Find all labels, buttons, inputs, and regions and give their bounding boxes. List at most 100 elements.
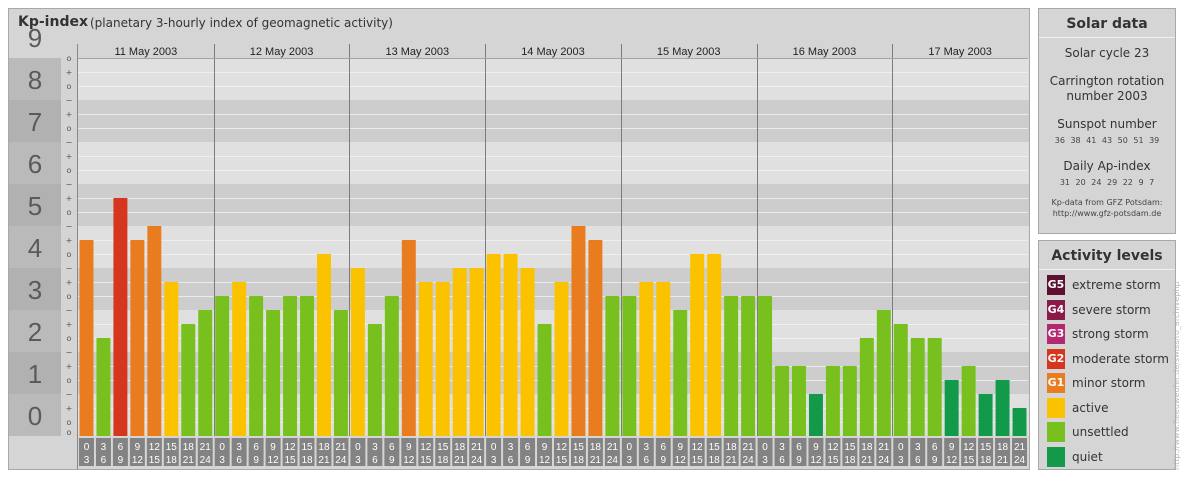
interval-start-label: 9 bbox=[270, 442, 276, 453]
interval-start-label: 12 bbox=[963, 442, 975, 453]
interval-start-label: 6 bbox=[118, 442, 124, 453]
interval-box bbox=[299, 438, 315, 466]
kp-bar bbox=[995, 380, 1010, 436]
interval-end-label: 15 bbox=[284, 455, 296, 466]
interval-box bbox=[842, 438, 858, 466]
day-label: 14 May 2003 bbox=[521, 46, 585, 58]
interval-end-label: 21 bbox=[861, 455, 873, 466]
interval-box bbox=[146, 438, 162, 466]
minor-tick-label: o bbox=[67, 376, 72, 385]
kp-bar bbox=[401, 239, 416, 436]
minor-tick-label: o bbox=[67, 82, 72, 91]
interval-end-label: 12 bbox=[946, 455, 958, 466]
interval-start-label: 15 bbox=[166, 442, 178, 453]
activity-level-swatch bbox=[1047, 397, 1065, 418]
interval-start-label: 18 bbox=[590, 442, 602, 453]
kp-bar bbox=[215, 296, 230, 436]
interval-box bbox=[672, 438, 688, 466]
kp-bar bbox=[639, 281, 654, 436]
ap-index-numbers: 31 20 24 29 22 9 7 bbox=[1059, 178, 1155, 187]
kp-band-1 bbox=[9, 352, 1029, 394]
minor-tick-label: + bbox=[66, 152, 73, 161]
kp-band-8 bbox=[9, 58, 1029, 100]
interval-end-label: 12 bbox=[539, 455, 551, 466]
interval-end-label: 3 bbox=[491, 455, 497, 466]
y-tick-label: 9 bbox=[28, 23, 42, 53]
interval-end-label: 9 bbox=[389, 455, 395, 466]
carrington-line-2: number 2003 bbox=[1066, 89, 1148, 103]
activity-level-label: active bbox=[1072, 400, 1109, 415]
interval-end-label: 18 bbox=[844, 455, 856, 466]
interval-box bbox=[384, 438, 400, 466]
kp-bar bbox=[418, 281, 433, 436]
interval-end-label: 12 bbox=[810, 455, 822, 466]
interval-box bbox=[197, 438, 213, 466]
interval-start-label: 9 bbox=[813, 442, 819, 453]
day-label: 16 May 2003 bbox=[793, 46, 857, 58]
interval-end-label: 15 bbox=[827, 455, 839, 466]
interval-end-label: 24 bbox=[878, 455, 890, 466]
kp-bar bbox=[825, 365, 840, 436]
interval-start-label: 3 bbox=[915, 442, 921, 453]
minor-tick-label: − bbox=[66, 264, 73, 273]
interval-start-label: 21 bbox=[1014, 442, 1026, 453]
interval-start-label: 0 bbox=[84, 442, 90, 453]
interval-end-label: 24 bbox=[607, 455, 619, 466]
kp-bar bbox=[130, 239, 145, 436]
interval-box bbox=[604, 438, 620, 466]
interval-end-label: 12 bbox=[268, 455, 280, 466]
activity-levels-title: Activity levels bbox=[1039, 241, 1175, 270]
interval-start-label: 0 bbox=[355, 442, 361, 453]
interval-box bbox=[112, 438, 128, 466]
interval-end-label: 18 bbox=[301, 455, 313, 466]
interval-start-label: 9 bbox=[542, 442, 548, 453]
y-tick-label: 1 bbox=[28, 359, 42, 389]
interval-end-label: 21 bbox=[318, 455, 330, 466]
activity-level-swatch: G2 bbox=[1047, 348, 1065, 369]
interval-end-label: 24 bbox=[1014, 455, 1026, 466]
kp-bar bbox=[300, 296, 314, 436]
minor-tick-label: − bbox=[66, 96, 73, 105]
kp-bar bbox=[452, 268, 467, 436]
interval-box bbox=[893, 438, 909, 466]
kp-bar bbox=[944, 380, 959, 436]
kp-bar bbox=[232, 281, 247, 436]
minor-tick-label: o bbox=[67, 292, 72, 301]
interval-end-label: 15 bbox=[556, 455, 568, 466]
interval-end-label: 12 bbox=[403, 455, 415, 466]
interval-start-label: 21 bbox=[743, 442, 755, 453]
interval-end-label: 18 bbox=[573, 455, 585, 466]
minor-tick-label: o bbox=[67, 54, 72, 63]
interval-end-label: 24 bbox=[743, 455, 755, 466]
day-label: 15 May 2003 bbox=[657, 46, 721, 58]
kp-bar bbox=[367, 323, 382, 436]
interval-box bbox=[435, 438, 451, 466]
interval-box bbox=[791, 438, 807, 466]
interval-start-label: 0 bbox=[491, 442, 497, 453]
interval-start-label: 18 bbox=[997, 442, 1009, 453]
minor-tick-label: + bbox=[66, 236, 73, 245]
kp-bar bbox=[588, 239, 603, 436]
interval-box bbox=[503, 438, 519, 466]
interval-box bbox=[350, 438, 366, 466]
kp-band-4 bbox=[9, 226, 1029, 268]
interval-box bbox=[520, 438, 536, 466]
day-label: 13 May 2003 bbox=[385, 46, 449, 58]
kp-bar bbox=[181, 323, 196, 436]
chart-title: Kp-index bbox=[18, 14, 88, 30]
interval-start-label: 18 bbox=[861, 442, 873, 453]
interval-box bbox=[825, 438, 841, 466]
kp-bar bbox=[350, 268, 365, 436]
interval-start-label: 6 bbox=[253, 442, 259, 453]
kp-band-6 bbox=[9, 142, 1029, 184]
interval-end-label: 9 bbox=[525, 455, 531, 466]
interval-start-label: 12 bbox=[284, 442, 296, 453]
kp-chart-panel: Kp-index (planetary 3-hourly index of ge… bbox=[8, 8, 1030, 470]
activity-level-swatch: G5 bbox=[1047, 275, 1065, 295]
kp-band-5 bbox=[9, 184, 1029, 226]
interval-end-label: 9 bbox=[796, 455, 802, 466]
interval-box bbox=[740, 438, 756, 466]
sunspot-numbers: 36 38 41 43 50 51 39 bbox=[1054, 136, 1160, 145]
interval-end-label: 21 bbox=[183, 455, 195, 466]
interval-box bbox=[452, 438, 468, 466]
